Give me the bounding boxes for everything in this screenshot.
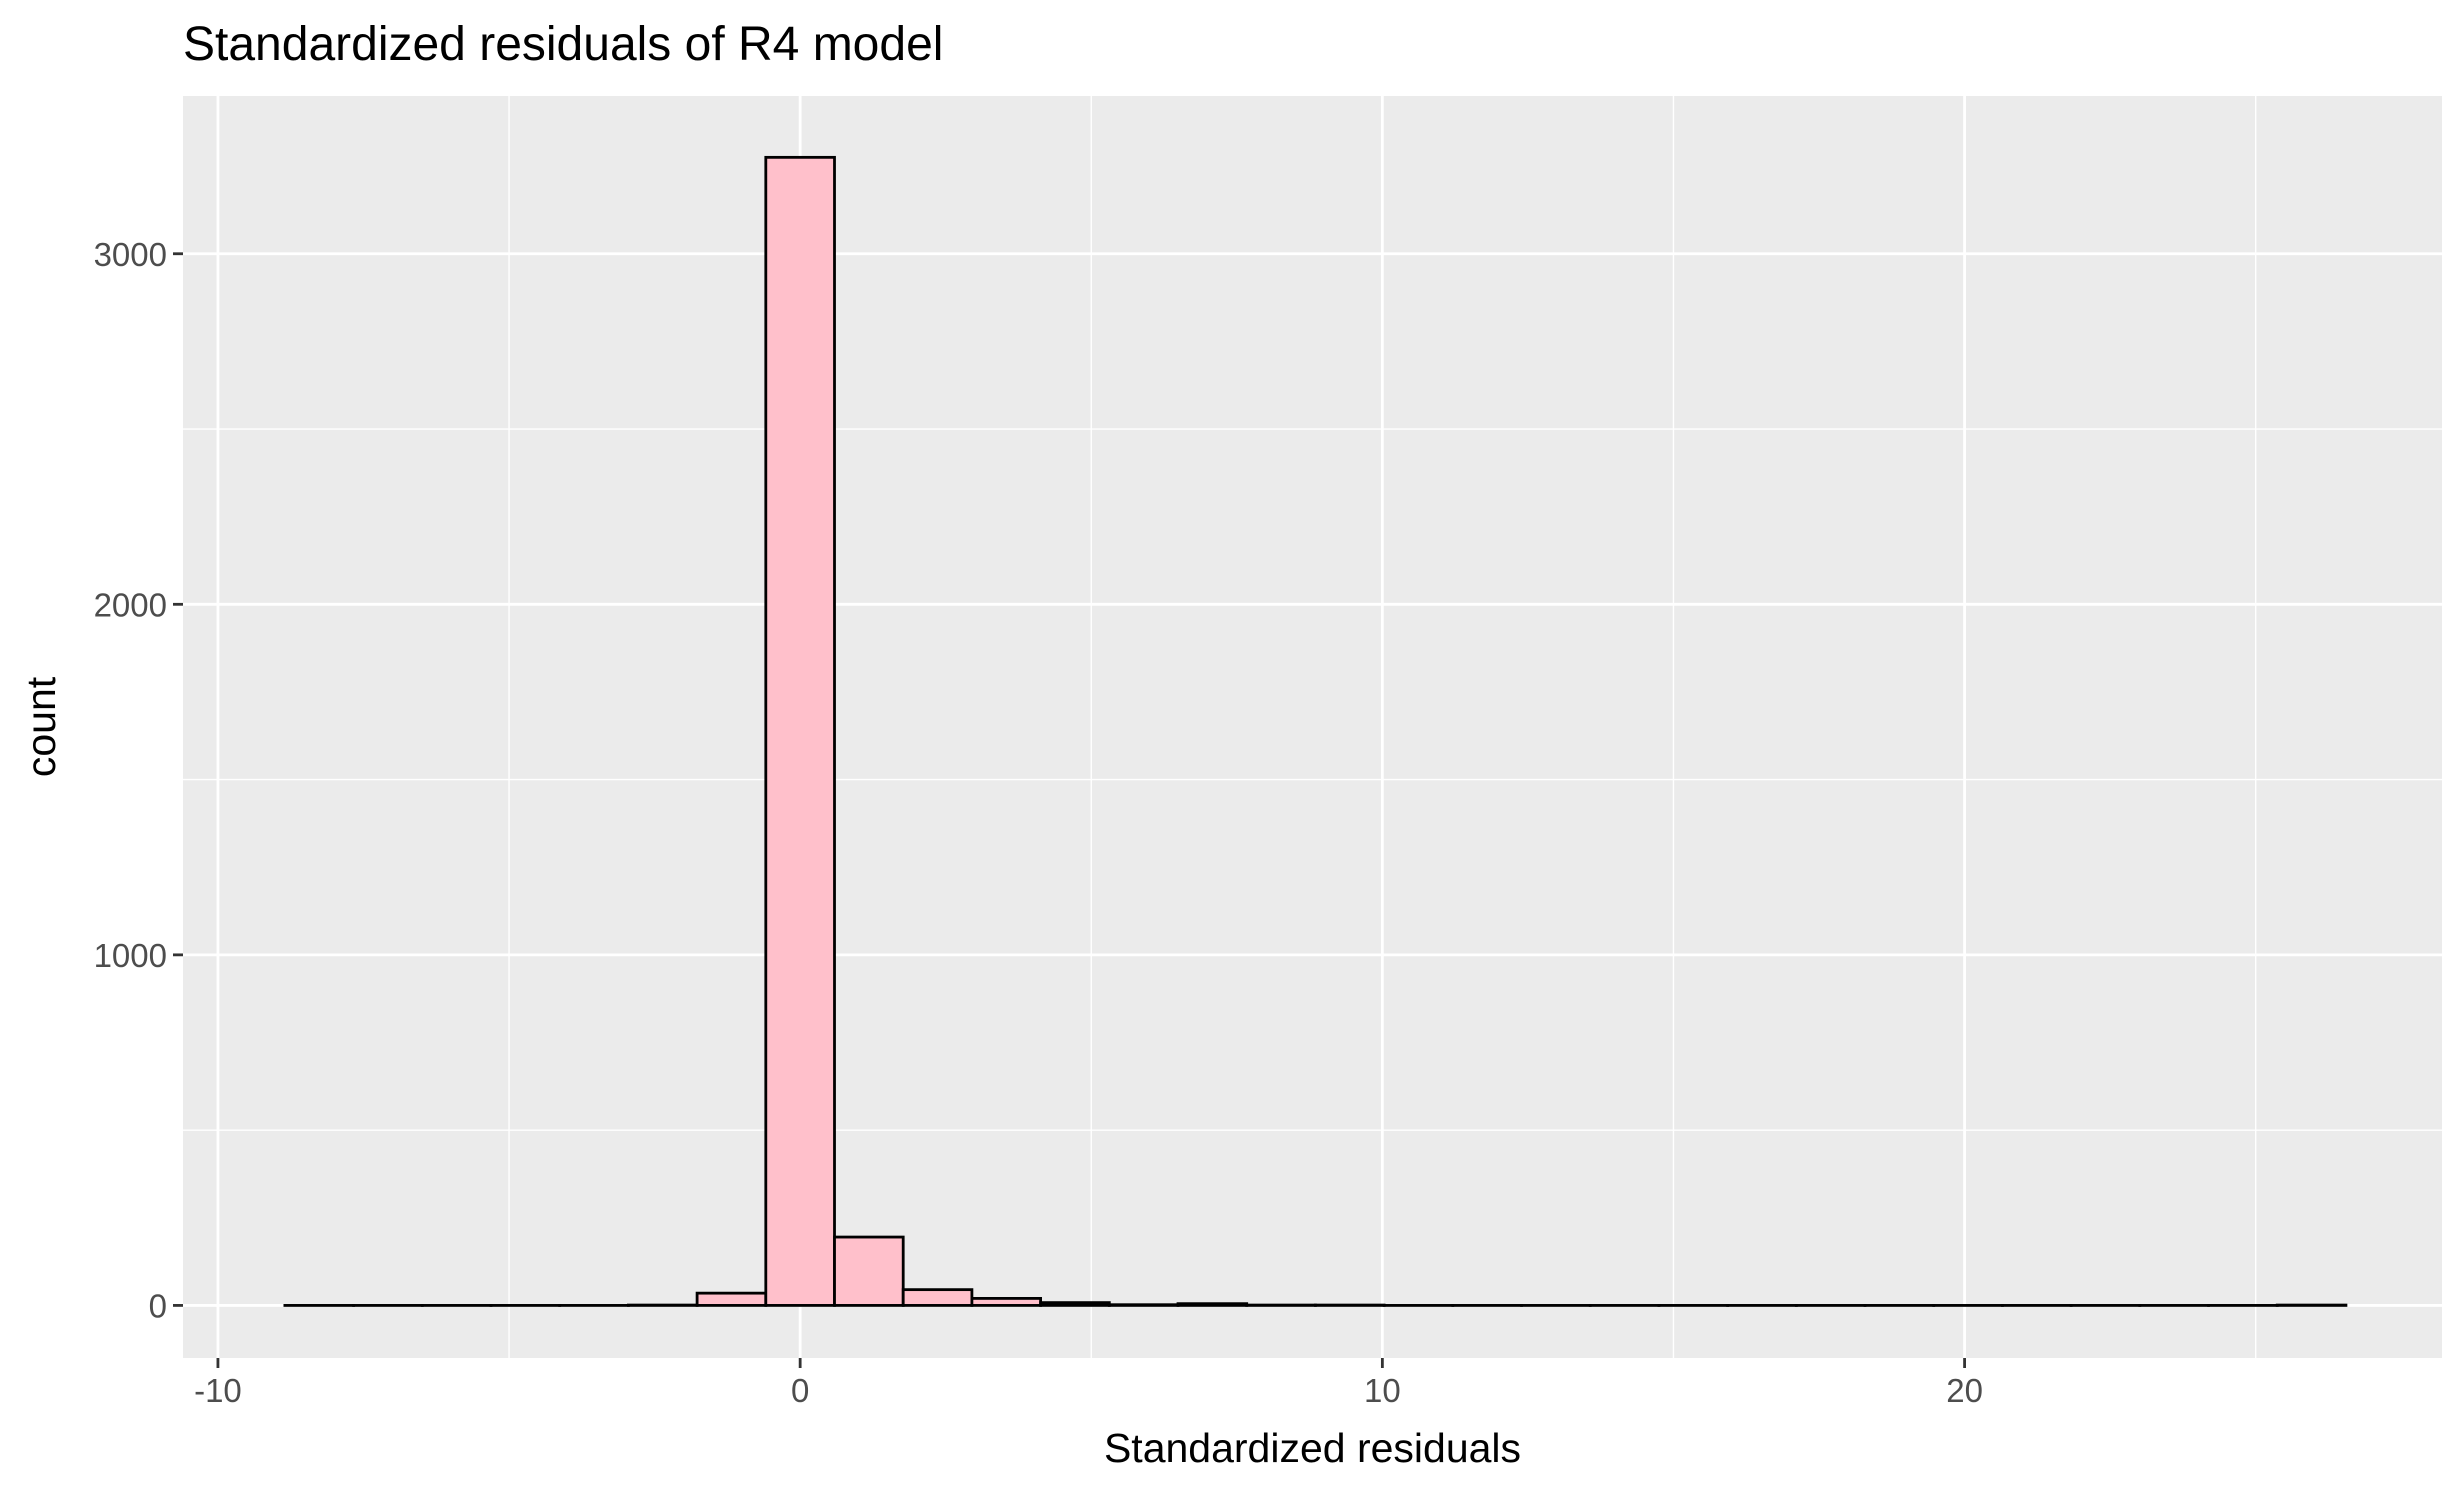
histogram-bar xyxy=(764,155,836,1307)
histogram-bar xyxy=(1176,1302,1249,1307)
y-tick-label: 1000 xyxy=(94,937,167,974)
y-axis: 0 1000 2000 3000 xyxy=(94,236,183,1324)
histogram-bar xyxy=(970,1297,1043,1307)
x-tick-label: 10 xyxy=(1364,1372,1401,1409)
histogram-bars xyxy=(283,155,2348,1307)
x-tick-label: -10 xyxy=(194,1372,242,1409)
histogram-bar xyxy=(901,1288,974,1307)
x-axis-title: Standardized residuals xyxy=(1104,1425,1521,1471)
y-tick-label: 0 xyxy=(149,1287,167,1324)
y-axis-title: count xyxy=(18,676,64,777)
x-tick-label: 0 xyxy=(791,1372,809,1409)
histogram-bar xyxy=(833,1235,905,1307)
x-tick-label: 20 xyxy=(1946,1372,1983,1409)
histogram-bar xyxy=(1039,1301,1111,1307)
x-axis: -10 0 10 20 xyxy=(194,1358,1983,1409)
minor-gridlines xyxy=(183,96,2442,1358)
histogram-bar xyxy=(695,1291,768,1307)
y-tick-label: 3000 xyxy=(94,236,167,273)
y-tick-label: 2000 xyxy=(94,586,167,623)
plot-panel xyxy=(183,96,2442,1358)
chart-title: Standardized residuals of R4 model xyxy=(183,18,943,71)
histogram-bar xyxy=(1107,1303,1180,1307)
